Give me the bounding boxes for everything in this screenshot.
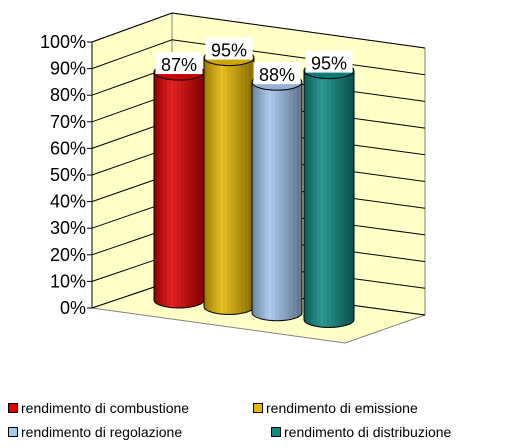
legend-swatch xyxy=(8,403,18,413)
y-tick-label: 80% xyxy=(50,85,86,105)
bar-chart: 0% 10% 20% 30% 40% 50% 60% 70% 80% 90% 100% 87% 95%… xyxy=(40,12,426,344)
cylinder-body xyxy=(251,81,303,322)
legend: rendimento di combustione rendimento di … xyxy=(8,396,516,444)
data-labels: 87% 95% 88% 95% xyxy=(155,37,353,85)
data-label-box xyxy=(305,50,353,73)
y-tick-label: 20% xyxy=(50,245,86,265)
data-label-text: 88% xyxy=(259,65,295,85)
legend-swatch xyxy=(8,427,18,437)
bar-3 xyxy=(251,73,303,322)
legend-label: rendimento di emissione xyxy=(266,400,418,416)
y-axis: 0% 10% 20% 30% 40% 50% 60% 70% 80% 90% 100% xyxy=(40,32,93,318)
y-tick-label: 70% xyxy=(50,112,86,132)
bar-4 xyxy=(303,62,355,328)
gridline xyxy=(91,12,426,49)
y-tick-label: 0% xyxy=(60,298,86,318)
data-label-box xyxy=(205,37,253,60)
data-label: 95% xyxy=(205,37,253,61)
legend-item-emissione: rendimento di emissione xyxy=(253,400,418,416)
y-tick-label: 100% xyxy=(40,32,86,52)
legend-swatch xyxy=(271,427,281,437)
y-tick-label: 50% xyxy=(50,165,86,185)
cylinder-body xyxy=(303,70,355,328)
cylinder-body xyxy=(203,57,255,315)
bars xyxy=(153,49,355,328)
data-label: 95% xyxy=(305,50,353,74)
cylinder-body xyxy=(153,71,205,309)
bar-1 xyxy=(153,63,205,309)
legend-row: rendimento di combustione rendimento di … xyxy=(8,396,516,420)
y-tick-label: 30% xyxy=(50,218,86,238)
legend-row: rendimento di regolazione rendimento di … xyxy=(8,420,516,444)
data-label-text: 95% xyxy=(211,41,247,61)
data-label: 87% xyxy=(155,52,203,75)
y-tick-label: 10% xyxy=(50,271,86,291)
y-tick-label: 60% xyxy=(50,138,86,158)
data-label-text: 95% xyxy=(311,54,347,74)
legend-swatch xyxy=(253,403,263,413)
y-tick-label: 40% xyxy=(50,192,86,212)
data-label: 88% xyxy=(253,62,301,85)
legend-label: rendimento di regolazione xyxy=(21,424,183,440)
legend-label: rendimento di distribuzione xyxy=(284,424,452,440)
legend-item-combustione: rendimento di combustione xyxy=(8,400,253,416)
y-tick-label: 90% xyxy=(50,59,86,79)
bar-2 xyxy=(203,49,255,315)
legend-item-distribuzione: rendimento di distribuzione xyxy=(271,424,451,440)
data-label-box xyxy=(155,52,203,75)
legend-label: rendimento di combustione xyxy=(21,400,190,416)
legend-item-regolazione: rendimento di regolazione xyxy=(8,424,271,440)
data-label-box xyxy=(253,62,301,85)
data-label-text: 87% xyxy=(161,55,197,75)
